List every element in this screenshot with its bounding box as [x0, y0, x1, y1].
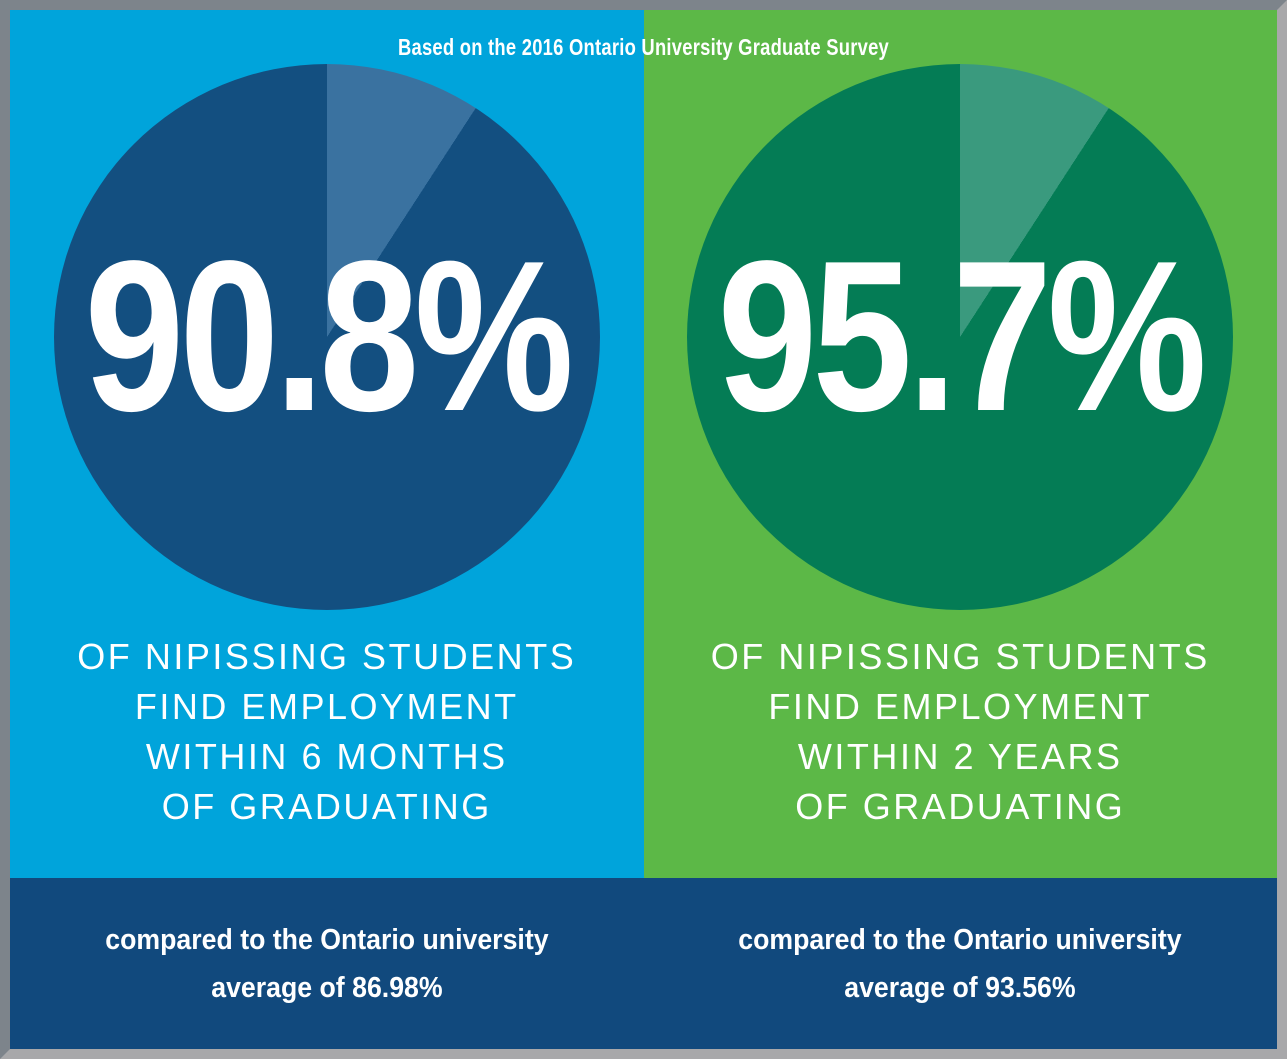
comparison-note-2-years: compared to the Ontario university avera…	[738, 923, 1182, 1004]
pie-chart-6-months: 90.8%	[53, 64, 600, 610]
comparison-note-6-months: compared to the Ontario university avera…	[105, 923, 549, 1004]
survey-source-note: Based on the 2016 Ontario University Gra…	[397, 34, 890, 60]
caption-6-months: OF NIPISSING STUDENTS FIND EMPLOYMENT WI…	[77, 636, 577, 827]
caption-2-years: OF NIPISSING STUDENTS FIND EMPLOYMENT WI…	[710, 636, 1210, 827]
comparison-cell-2-years: compared to the Ontario university avera…	[644, 878, 1278, 1049]
percentage-label-6-months: 90.8%	[84, 216, 573, 456]
percentage-label-2-years: 95.7%	[717, 216, 1207, 456]
comparison-band: compared to the Ontario university avera…	[10, 878, 1277, 1049]
panel-6-months: 90.8% OF NIPISSING STUDENTS FIND EMPLOYM…	[10, 10, 644, 878]
panels-row: 90.8% OF NIPISSING STUDENTS FIND EMPLOYM…	[10, 10, 1277, 878]
panel-2-years: 95.7% OF NIPISSING STUDENTS FIND EMPLOYM…	[643, 10, 1277, 878]
comparison-cell-6-months: compared to the Ontario university avera…	[10, 878, 644, 1049]
pie-chart-2-years: 95.7%	[687, 64, 1234, 610]
